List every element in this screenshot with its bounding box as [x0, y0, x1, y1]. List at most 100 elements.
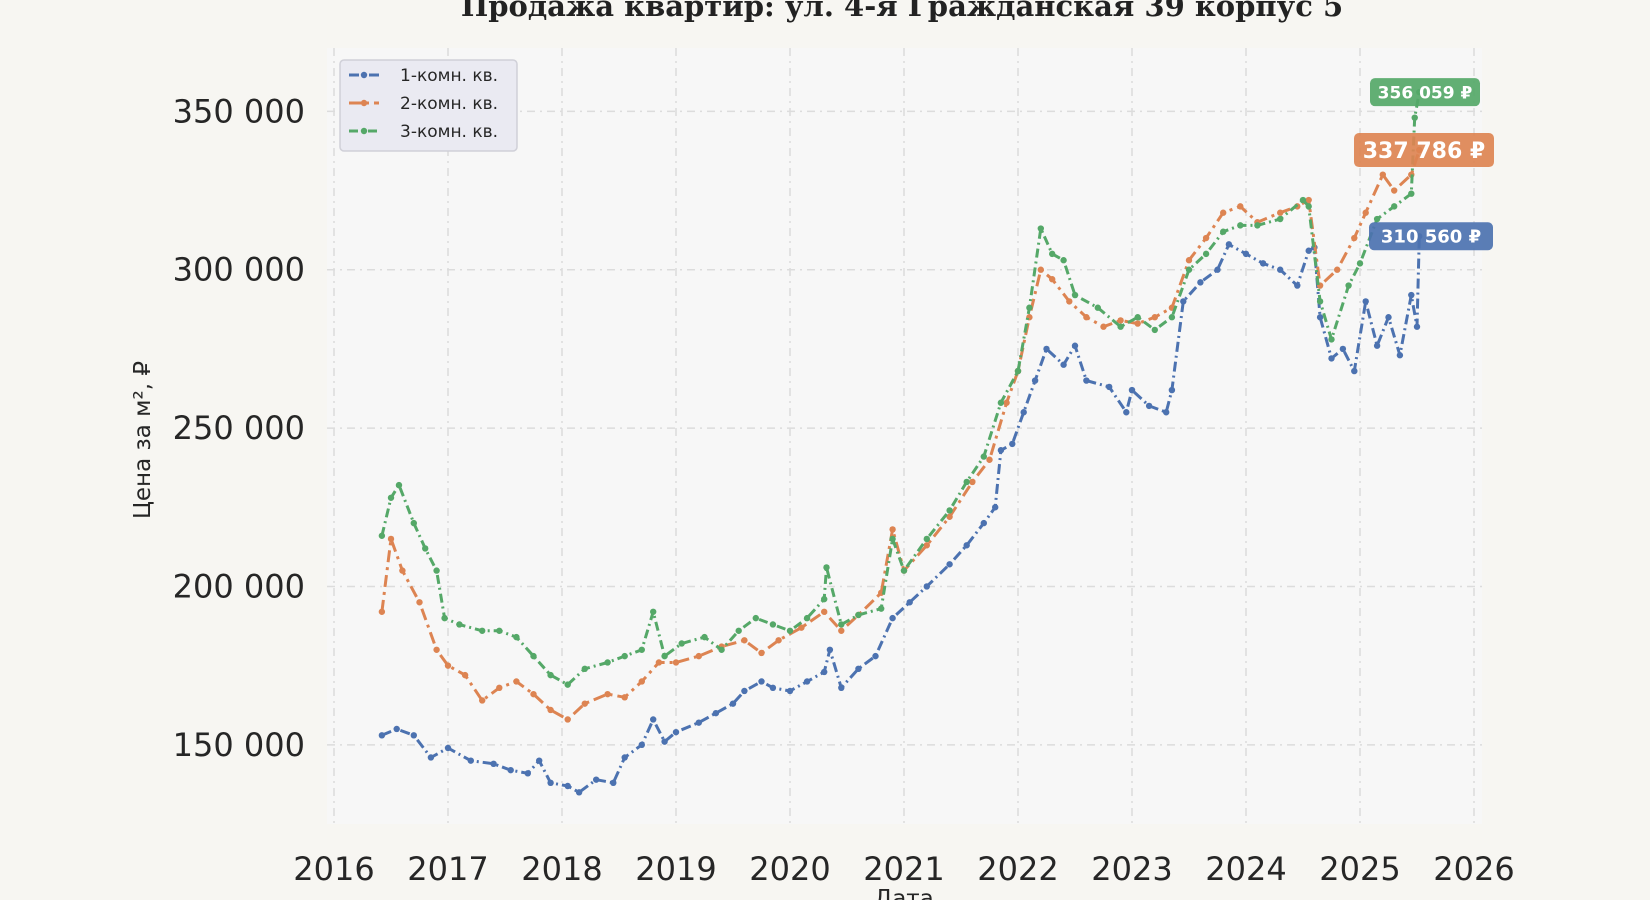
data-point: [775, 637, 782, 644]
data-point: [695, 652, 702, 660]
data-point: [1197, 279, 1204, 286]
series-line: [380, 91, 1421, 687]
data-point: [1071, 291, 1079, 299]
data-point: [838, 621, 845, 628]
data-point: [823, 564, 830, 571]
x-tick-label: 2025: [1319, 850, 1400, 888]
data-point: [1163, 409, 1170, 416]
series-line: [381, 236, 1421, 794]
data-point: [564, 681, 571, 688]
data-point: [1031, 377, 1039, 384]
data-point: [530, 690, 537, 698]
data-point: [410, 519, 417, 527]
data-point: [1014, 367, 1022, 375]
y-tick-label: 150 000: [173, 726, 305, 764]
data-point: [1083, 377, 1090, 384]
data-point: [661, 652, 668, 660]
data-point: [422, 545, 429, 552]
data-point: [378, 608, 386, 615]
data-point: [1254, 222, 1261, 229]
data-point: [378, 532, 386, 539]
data-point: [712, 709, 720, 717]
data-point: [1168, 386, 1176, 394]
data-point: [655, 659, 663, 666]
data-point: [980, 519, 987, 527]
data-point: [1316, 314, 1324, 321]
x-tick-label: 2021: [863, 850, 944, 888]
data-point: [1413, 323, 1421, 330]
data-point: [1328, 355, 1335, 362]
data-point: [1391, 187, 1398, 194]
data-point: [1134, 314, 1141, 321]
data-point: [946, 513, 953, 520]
data-point: [1362, 209, 1369, 216]
data-point: [1168, 314, 1176, 321]
data-point: [1151, 314, 1159, 321]
data-point: [395, 481, 403, 489]
data-point: [758, 678, 765, 685]
data-point: [638, 678, 645, 685]
data-point: [741, 687, 748, 695]
data-point: [1237, 203, 1244, 210]
data-point: [923, 583, 930, 590]
data-point: [769, 621, 777, 628]
data-point: [889, 614, 896, 622]
data-point: [1202, 234, 1210, 242]
data-point: [433, 646, 440, 653]
data-point: [900, 567, 908, 574]
data-point: [855, 665, 862, 672]
data-point: [1408, 291, 1415, 299]
data-point: [610, 779, 617, 787]
data-point: [530, 652, 537, 660]
data-point: [1351, 234, 1358, 242]
data-point: [1202, 250, 1210, 258]
data-point: [735, 627, 742, 634]
data-point: [803, 614, 811, 622]
chart-title: Продажа квартир: ул. 4-я Гражданская 39 …: [461, 0, 1343, 23]
data-point: [821, 595, 828, 603]
data-point: [798, 624, 805, 631]
data-point: [1003, 399, 1010, 406]
data-point: [1134, 320, 1141, 327]
data-point: [741, 637, 748, 644]
data-point: [963, 478, 970, 486]
data-point: [604, 690, 611, 698]
series-line: [380, 149, 1421, 721]
data-point: [1009, 440, 1016, 448]
data-point: [507, 766, 514, 774]
data-point: [1362, 298, 1369, 305]
data-point: [1379, 171, 1387, 178]
data-point: [433, 567, 440, 574]
data-point: [441, 614, 448, 622]
data-point: [387, 535, 395, 543]
data-point: [769, 684, 777, 692]
data-point: [821, 608, 828, 615]
data-point: [997, 447, 1005, 454]
data-point: [1411, 114, 1418, 121]
x-tick-label: 2020: [749, 850, 830, 888]
data-point: [672, 659, 680, 666]
y-tick-label: 250 000: [173, 409, 305, 447]
data-point: [490, 760, 497, 768]
data-point: [718, 646, 725, 653]
data-point: [467, 757, 474, 764]
data-point: [479, 627, 486, 634]
data-point: [1020, 409, 1027, 416]
x-axis-ticks: 2016 2017 2018 2019 2020 2021 2022 2023 2024 2025…: [293, 850, 1514, 888]
data-point: [1117, 317, 1124, 324]
data-point: [1385, 314, 1392, 321]
data-point: [661, 738, 668, 745]
data-point: [1277, 209, 1284, 216]
data-point: [547, 779, 554, 787]
x-tick-label: 2018: [521, 850, 602, 888]
data-point: [1225, 241, 1233, 248]
data-point: [1277, 266, 1284, 273]
data-point: [387, 494, 395, 501]
data-point: [1391, 203, 1398, 210]
data-point: [1083, 314, 1090, 321]
data-point: [650, 608, 657, 615]
data-point: [1299, 196, 1307, 204]
data-point: [1049, 276, 1056, 283]
data-point: [1094, 304, 1102, 311]
data-point: [1356, 260, 1364, 267]
